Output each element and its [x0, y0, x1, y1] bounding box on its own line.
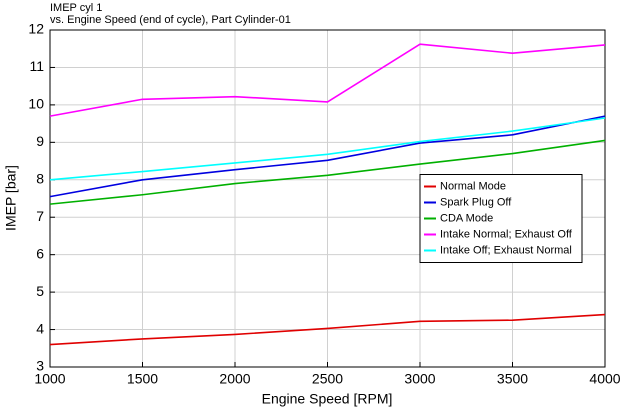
plot-frame: [49, 29, 606, 368]
x-tick-label: 4000: [589, 371, 620, 387]
y-tick-label: 10: [28, 96, 44, 112]
y-tick-label: 5: [36, 283, 44, 299]
x-tick-label: 2500: [312, 371, 343, 387]
legend-label: Spark Plug Off: [440, 196, 512, 208]
legend-label: Intake Normal; Exhaust Off: [440, 228, 573, 240]
chart-title: IMEP cyl 1: [50, 2, 102, 14]
y-tick-label: 7: [36, 208, 44, 224]
legend-label: Intake Off; Exhaust Normal: [440, 244, 572, 256]
y-axis-label: IMEP [bar]: [3, 165, 19, 231]
legend-label: Normal Mode: [440, 180, 506, 192]
series-line: [49, 117, 606, 181]
x-tick-label: 1500: [127, 371, 158, 387]
series-line: [49, 139, 606, 205]
y-tick-label: 4: [36, 320, 44, 336]
legend-box: [419, 174, 583, 263]
series-line: [49, 115, 606, 198]
series-line: [49, 313, 606, 346]
y-tick-label: 12: [28, 21, 44, 37]
y-tick-label: 11: [29, 58, 44, 74]
x-axis-label: Engine Speed [RPM]: [262, 391, 393, 407]
y-tick-label: 8: [36, 170, 44, 186]
x-tick-label: 1000: [34, 371, 65, 387]
x-tick-label: 3000: [404, 371, 435, 387]
y-tick-label: 6: [36, 245, 44, 261]
legend-label: CDA Mode: [440, 212, 493, 224]
x-tick-label: 2000: [219, 371, 250, 387]
series-line: [49, 43, 606, 117]
y-tick-label: 9: [36, 133, 44, 149]
y-tick-label: 3: [36, 358, 44, 374]
x-tick-label: 3500: [497, 371, 528, 387]
chart-subtitle: vs. Engine Speed (end of cycle), Part Cy…: [50, 14, 291, 26]
